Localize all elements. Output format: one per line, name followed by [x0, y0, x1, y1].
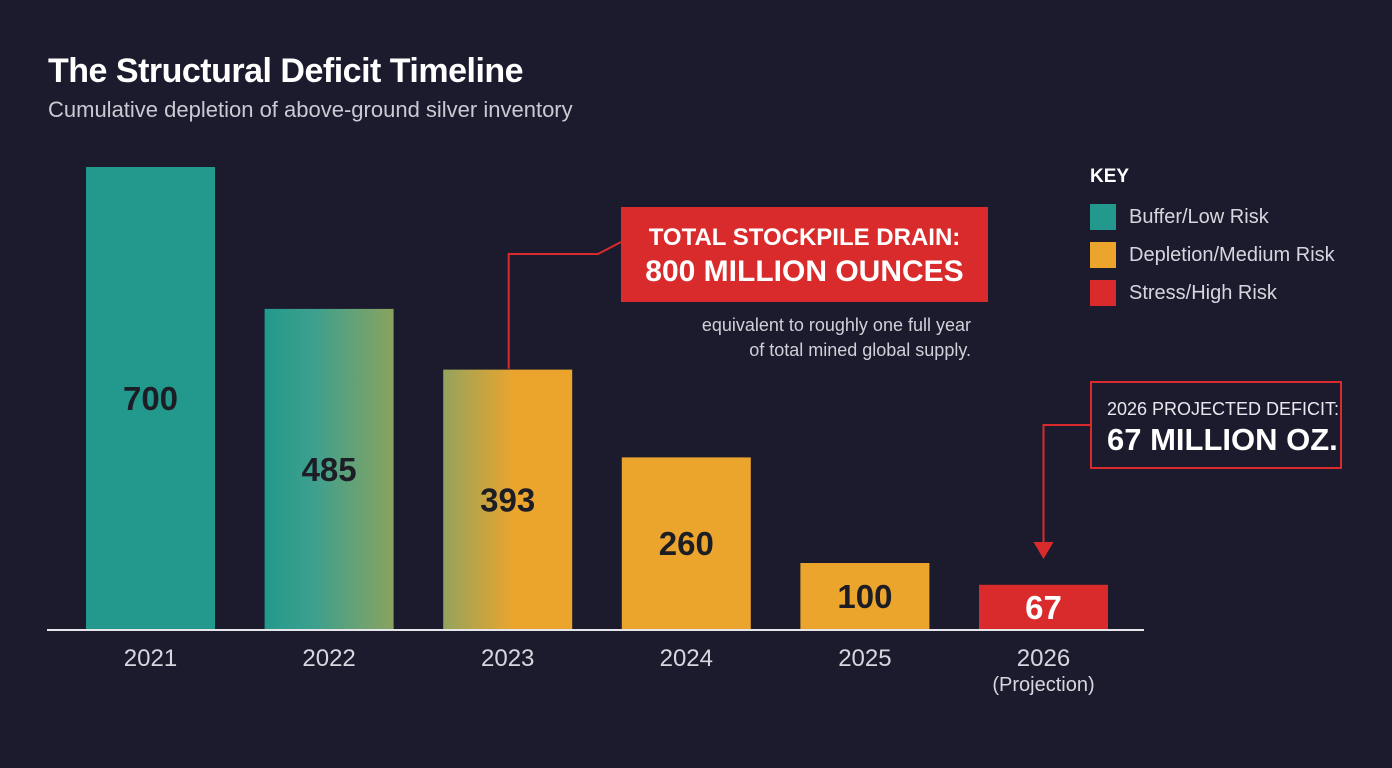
bar-2025 — [800, 563, 930, 629]
bar-2024 — [621, 457, 751, 629]
stockpile-callout-value: 800 MILLION OUNCES — [645, 255, 964, 288]
bar-value-label-2026: 67 — [1025, 589, 1062, 626]
deficit-callout-heading: 2026 PROJECTED DEFICIT: — [1107, 399, 1340, 419]
legend-swatch-high-risk — [1090, 280, 1116, 306]
legend-label-low-risk: Buffer/Low Risk — [1129, 205, 1269, 228]
legend-item-high-risk: Stress/High Risk — [1090, 274, 1335, 312]
deficit-callout: 2026 PROJECTED DEFICIT: 67 MILLION OZ. — [1090, 381, 1342, 469]
stockpile-connector-line — [507, 241, 622, 369]
deficit-callout-value: 67 MILLION OZ. — [1107, 422, 1338, 457]
bar-value-label-2025: 100 — [837, 578, 892, 615]
x-tick-label-2022: 2022 — [302, 645, 355, 672]
deficit-arrow-line — [1042, 424, 1090, 548]
bar-value-label-2023: 393 — [480, 481, 535, 518]
bar-value-label-2024: 260 — [659, 525, 714, 562]
x-tick-note-2026: (Projection) — [992, 674, 1094, 696]
bar-value-label-2021: 700 — [123, 380, 178, 417]
bar-value-label-2022: 485 — [302, 451, 357, 488]
legend-title: KEY — [1090, 166, 1130, 187]
bar-2022 — [264, 308, 394, 629]
stockpile-callout-heading: TOTAL STOCKPILE DRAIN: — [648, 224, 961, 251]
legend: KEY Buffer/Low Risk Depletion/Medium Ris… — [1090, 166, 1335, 312]
stockpile-note: equivalent to roughly one full year of t… — [640, 313, 971, 363]
bar-2026 — [979, 584, 1108, 629]
legend-label-medium-risk: Depletion/Medium Risk — [1129, 243, 1335, 266]
stockpile-note-line-2: of total mined global supply. — [749, 340, 971, 360]
stockpile-note-line-1: equivalent to roughly one full year — [701, 315, 971, 335]
deficit-arrowhead-icon — [1033, 542, 1054, 559]
legend-label-high-risk: Stress/High Risk — [1129, 281, 1277, 304]
x-tick-label-2021: 2021 — [124, 645, 177, 672]
chart-title: The Structural Deficit Timeline — [48, 52, 524, 90]
bar-2023 — [443, 369, 573, 629]
x-tick-label-2026: 2026 — [1017, 645, 1070, 672]
x-tick-label-2023: 2023 — [481, 645, 534, 672]
legend-swatch-medium-risk — [1090, 242, 1116, 268]
legend-item-medium-risk: Depletion/Medium Risk — [1090, 236, 1335, 274]
stockpile-callout: TOTAL STOCKPILE DRAIN: 800 MILLION OUNCE… — [621, 207, 988, 302]
x-tick-label-2025: 2025 — [838, 645, 891, 672]
x-tick-label-2024: 2024 — [660, 645, 713, 672]
chart-subtitle: Cumulative depletion of above-ground sil… — [48, 97, 573, 122]
legend-swatch-low-risk — [1090, 204, 1116, 230]
bar-2021 — [86, 167, 215, 629]
legend-item-low-risk: Buffer/Low Risk — [1090, 198, 1335, 236]
